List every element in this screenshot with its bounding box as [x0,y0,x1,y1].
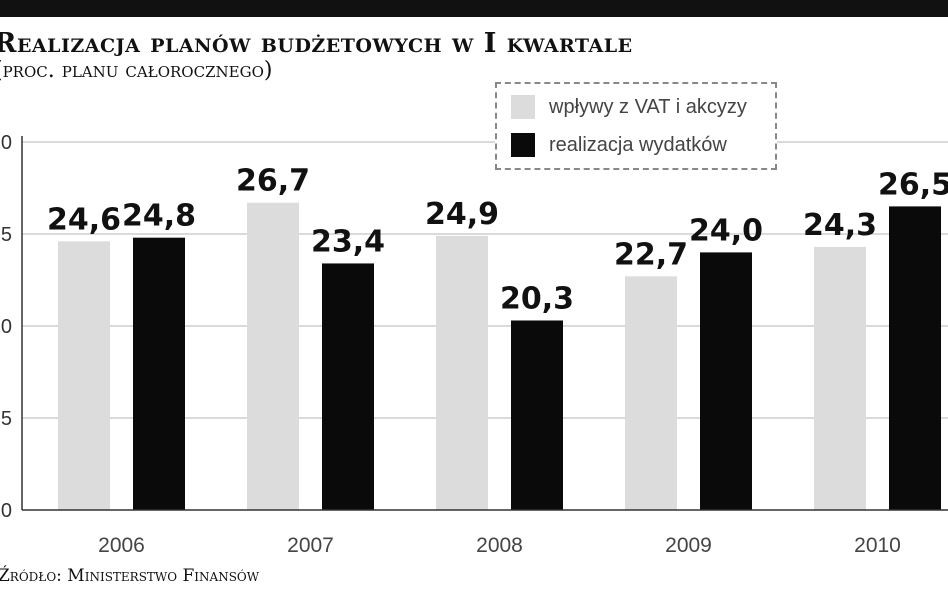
bar [700,252,752,510]
y-tick-label: 30 [0,132,12,154]
x-tick-label: 2006 [98,534,145,557]
data-label: 26,7 [236,164,310,199]
data-label: 20,3 [500,281,574,316]
legend-swatch-vat [511,95,535,119]
data-label: 24,8 [122,199,196,234]
bar [322,263,374,510]
data-label: 24,6 [47,202,121,237]
chart-title: Realizacja planów budżetowych w I kwarta… [0,28,633,59]
legend-item-vat: wpływy z VAT i akcyzy [511,92,747,122]
legend: wpływy z VAT i akcyzy realizacja wydatkó… [495,82,777,170]
data-label: 23,4 [311,224,385,259]
y-tick-label: 10 [0,500,12,522]
chart-subtitle: (proc. planu całorocznego) [0,58,273,83]
legend-item-spending: realizacja wydatków [511,130,727,160]
bar [58,241,110,511]
y-tick-label: 25 [0,224,12,246]
data-label: 24,0 [689,213,763,248]
x-tick-label: 2007 [287,534,334,557]
x-tick-label: 2009 [665,534,712,557]
y-tick-label: 20 [0,316,12,338]
x-tick-label: 2008 [476,534,523,557]
legend-swatch-spending [511,133,535,157]
bar [133,237,185,510]
x-tick-label: 2010 [854,534,901,557]
data-label: 24,3 [803,208,877,243]
data-label: 22,7 [614,237,688,272]
top-bar [0,0,948,17]
data-label: 24,9 [425,197,499,232]
bar [511,320,563,510]
bar [814,246,866,510]
bar [247,202,299,510]
source-note: Źródło: Ministerstwo Finansów [0,566,260,586]
bar [625,276,677,510]
y-tick-label: 15 [0,408,12,430]
bar [889,206,941,510]
data-label: 26,5 [878,167,948,202]
legend-label-vat: wpływy z VAT i akcyzy [549,95,747,118]
bar [436,235,488,510]
legend-label-spending: realizacja wydatków [549,133,727,156]
